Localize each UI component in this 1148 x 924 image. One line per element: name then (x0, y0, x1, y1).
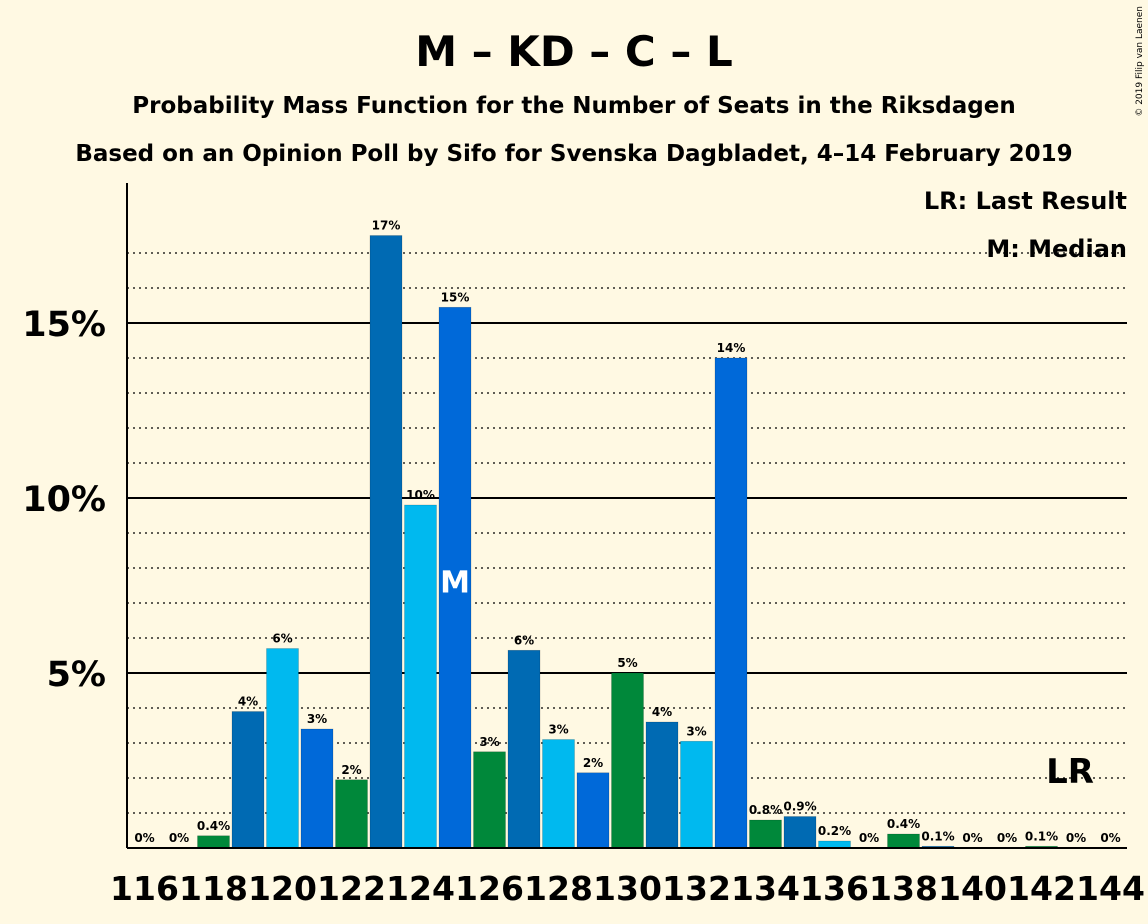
last-result-marker: LR (1046, 752, 1094, 792)
bar-label-seat-123: 17% (372, 219, 401, 233)
bar-seat-136 (818, 840, 851, 849)
bar-label-seat-124: 10% (406, 488, 435, 502)
bar-seat-135 (783, 816, 817, 849)
bar-label-seat-125: 15% (441, 290, 470, 304)
bar-label-seat-133: 14% (717, 341, 746, 355)
bar-seat-128 (542, 739, 575, 849)
legend-median: M: Median (986, 235, 1127, 263)
x-tick-label: 124 (386, 869, 455, 908)
bar-seat-133 (714, 357, 748, 849)
bar-seat-131 (645, 721, 679, 849)
chart-title: M – KD – C – L (415, 27, 733, 76)
bar-label-seat-142: 0.1% (1025, 829, 1058, 843)
chart-subtitle: Probability Mass Function for the Number… (132, 93, 1015, 119)
x-tick-label: 116 (110, 869, 179, 908)
bar-seat-121 (300, 728, 334, 849)
bar-label-seat-138: 0.4% (887, 817, 920, 831)
x-tick-label: 122 (317, 869, 386, 908)
bar-label-seat-137: 0% (859, 831, 879, 845)
bar-seat-134 (749, 819, 782, 849)
bar-seat-118 (197, 835, 230, 849)
bar-label-seat-126: 3% (479, 735, 499, 749)
bar-label-seat-132: 3% (686, 724, 706, 738)
bar-label-seat-127: 6% (514, 633, 534, 647)
x-tick-label: 134 (731, 869, 800, 908)
y-tick-label: 10% (22, 480, 106, 520)
x-tick-label: 144 (1076, 869, 1145, 908)
bar-label-seat-116: 0% (134, 831, 154, 845)
bar-label-seat-129: 2% (583, 756, 603, 770)
bar-seat-138 (887, 833, 920, 849)
bar-label-seat-141: 0% (997, 831, 1017, 845)
bar-seat-132 (680, 740, 713, 849)
bar-label-seat-131: 4% (652, 705, 672, 719)
bar-label-seat-139: 0.1% (921, 829, 954, 843)
x-tick-label: 126 (455, 869, 524, 908)
y-tick-label: 15% (22, 305, 106, 345)
bar-label-seat-117: 0% (169, 831, 189, 845)
bar-seat-124 (404, 504, 437, 849)
legend: LR: Last Result M: Median (924, 187, 1127, 263)
bar-label-seat-122: 2% (341, 763, 361, 777)
bar-seat-130 (611, 672, 644, 849)
bar-label-seat-121: 3% (307, 712, 327, 726)
x-tick-label: 120 (248, 869, 317, 908)
bar-label-seat-140: 0% (962, 831, 982, 845)
legend-last-result: LR: Last Result (924, 187, 1127, 215)
bar-label-seat-134: 0.8% (749, 803, 782, 817)
x-tick-label: 136 (800, 869, 869, 908)
axes: 5%10%15%116 118 120 122 124 126 128 130 132 134 13… (22, 183, 1145, 908)
x-tick-label: 118 (179, 869, 248, 908)
bars: 0% 0% 0.4% 4% 6% 3% 2% 17% 10% 15% 3% 6% 3% 2% 5% 4% 3% 1… (134, 219, 1121, 849)
bar-seat-119 (231, 711, 265, 849)
copyright-notice: © 2019 Filip van Laenen (1135, 6, 1145, 117)
x-tick-label: 142 (1007, 869, 1076, 908)
bar-seat-122 (335, 779, 368, 849)
median-marker: M (440, 565, 470, 600)
bar-seat-127 (507, 649, 541, 849)
chart-source: Based on an Opinion Poll by Sifo for Sve… (75, 141, 1072, 167)
bar-seat-129 (576, 772, 610, 849)
bar-label-seat-144: 0% (1100, 831, 1120, 845)
bar-seat-120 (266, 648, 299, 849)
x-tick-label: 132 (662, 869, 731, 908)
bar-label-seat-120: 6% (272, 632, 292, 646)
x-tick-label: 130 (593, 869, 662, 908)
bar-seat-123 (369, 235, 403, 849)
x-tick-label: 128 (524, 869, 593, 908)
bar-label-seat-136: 0.2% (818, 824, 851, 838)
bar-seat-125 (438, 306, 472, 849)
bar-label-seat-143: 0% (1066, 831, 1086, 845)
x-tick-label: 138 (869, 869, 938, 908)
bar-label-seat-128: 3% (548, 723, 568, 737)
bar-label-seat-118: 0.4% (197, 819, 230, 833)
x-tick-label: 140 (938, 869, 1007, 908)
bar-label-seat-135: 0.9% (783, 800, 816, 814)
bar-label-seat-119: 4% (238, 695, 258, 709)
bar-seat-126 (473, 751, 506, 849)
bar-label-seat-130: 5% (617, 656, 637, 670)
y-tick-label: 5% (47, 655, 106, 695)
